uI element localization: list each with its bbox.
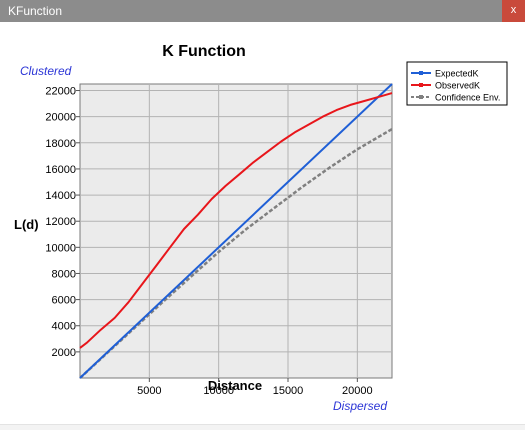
chart-title: K Function [162,43,246,60]
legend-marker [419,83,423,87]
data-series [79,83,393,379]
y-tick-label: 12000 [45,216,76,228]
x-tick-label: 10000 [203,385,234,397]
x-tick-label: 20000 [342,385,373,397]
legend-label: ObservedK [435,81,480,91]
bottom-strip [0,424,525,430]
y-tick-label: 8000 [52,268,76,280]
k-function-chart: K Function Clustered Dispersed L(d) Dist… [14,43,508,413]
x-tick-label: 15000 [273,385,304,397]
x-tick-label: 5000 [137,385,161,397]
title-bar[interactable]: KFunction x [0,0,525,22]
y-tick-label: 16000 [45,164,76,176]
y-axis-label: L(d) [14,217,39,232]
legend-label: Confidence Env. [435,93,500,103]
series-line-expectedk [79,83,393,379]
tick-labels: 5000 10000 15000 20000 2000 4000 6000 8000 10000… [45,86,372,397]
legend-label: ExpectedK [435,69,479,79]
series-line-observedk [79,92,393,349]
y-tick-label: 10000 [45,242,76,254]
dispersed-annotation: Dispersed [333,399,387,413]
y-tick-label: 2000 [52,347,76,359]
y-tick-label: 14000 [45,190,76,202]
y-tick-label: 6000 [52,295,76,307]
y-tick-label: 22000 [45,86,76,98]
window-title: KFunction [8,4,63,18]
y-tick-label: 18000 [45,138,76,150]
x-axis-label: Distance [208,378,262,393]
y-tick-label: 4000 [52,321,76,333]
legend: ExpectedK ObservedK Confidence Env. [406,61,508,106]
legend-marker [419,71,423,75]
clustered-annotation: Clustered [20,64,72,78]
legend-entries: ExpectedK ObservedK Confidence Env. [411,69,500,103]
close-button[interactable]: x [502,0,525,22]
legend-marker [419,95,423,99]
y-tick-label: 20000 [45,112,76,124]
grid-lines [80,84,392,378]
